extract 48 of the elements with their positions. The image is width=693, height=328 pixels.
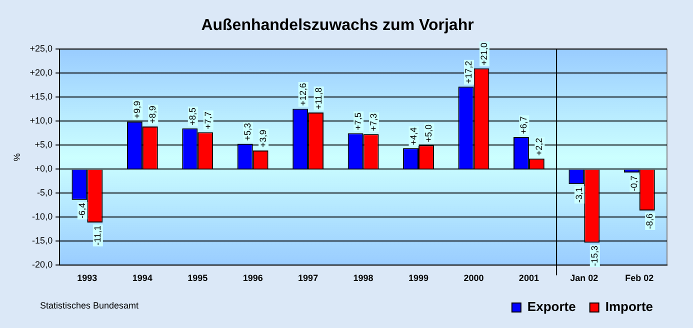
data-label: +6,7 [518, 116, 529, 134]
data-label: +7,5 [353, 112, 364, 130]
data-label: +7,7 [202, 111, 213, 130]
data-label: +4,4 [408, 127, 418, 146]
x-tick-label: 1997 [298, 273, 318, 284]
data-label: +3,9 [258, 130, 268, 148]
x-tick-label: Jan 02 [570, 273, 598, 284]
y-tick-label: +10,0 [30, 116, 53, 126]
y-tick-label: +5,0 [34, 140, 53, 150]
data-label: +2,2 [534, 138, 544, 156]
y-axis-title: % [12, 153, 22, 162]
y-tick-label: -10,0 [32, 212, 53, 222]
y-tick-label: +20,0 [30, 68, 53, 78]
legend-label: Importe [605, 299, 653, 314]
data-label: +5,0 [424, 124, 434, 142]
x-tick-label: 1993 [77, 273, 98, 284]
y-tick-label: +15,0 [30, 92, 53, 102]
y-tick-label: -20,0 [32, 260, 53, 270]
data-label: +11,8 [313, 87, 324, 110]
y-tick-label: +0,0 [34, 164, 53, 174]
y-tick-label: -5,0 [37, 188, 53, 198]
x-tick-label: 1996 [242, 273, 263, 284]
chart-title: Außenhandelszuwachs zum Vorjahr [201, 17, 474, 34]
data-label: +5,3 [242, 122, 253, 141]
data-label: +8,9 [148, 106, 158, 124]
x-tick-label: Feb 02 [625, 273, 654, 284]
x-tick-label: 1999 [408, 273, 429, 284]
data-label: +17,2 [463, 60, 474, 84]
y-tick-label: -15,0 [32, 236, 53, 246]
data-label: -0,7 [629, 176, 640, 192]
y-tick-label: +25,0 [30, 44, 53, 54]
x-tick-label: 1994 [132, 273, 152, 284]
x-tick-label: 2000 [464, 273, 484, 284]
data-label: +7,3 [368, 113, 378, 132]
x-tick-label: 2001 [518, 273, 539, 284]
data-label: -8,6 [644, 213, 655, 229]
data-label: +8,5 [187, 108, 198, 126]
data-label: -6,4 [76, 202, 87, 218]
data-label: -15,3 [589, 246, 600, 266]
data-label: -3,1 [574, 187, 584, 203]
data-label: +21,0 [478, 42, 489, 66]
data-label: +12,6 [298, 82, 308, 106]
text: Statistisches Bundesamt [40, 300, 140, 310]
x-tick-label: 1995 [188, 273, 208, 284]
data-label: -11,1 [92, 225, 102, 246]
x-tick-label: 1998 [353, 273, 374, 284]
legend-label: Exporte [527, 299, 576, 314]
data-label: +9,9 [132, 100, 142, 119]
